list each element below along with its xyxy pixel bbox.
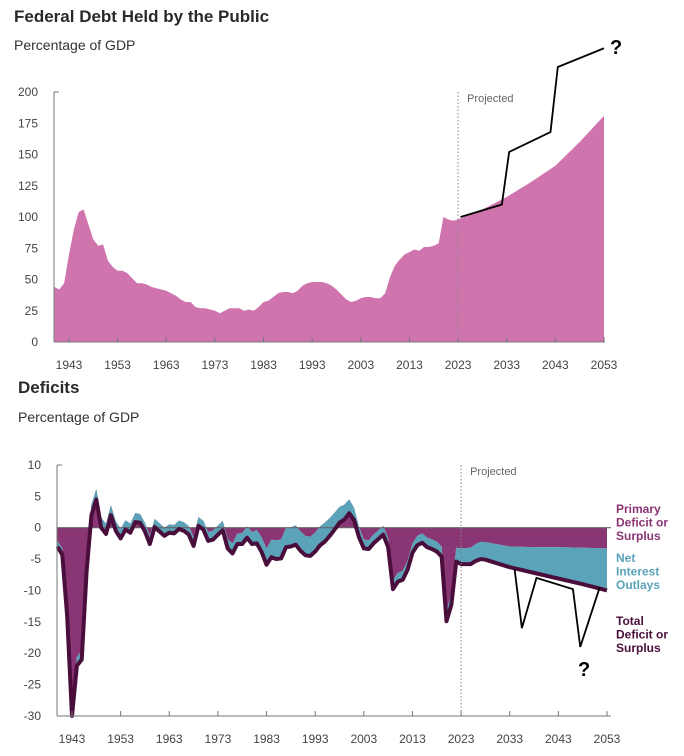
x-tick-label: 2013 <box>399 732 426 746</box>
legend-label-net-interest: Outlays <box>616 578 660 592</box>
x-tick-label: 1953 <box>107 732 134 746</box>
x-tick-label: 2023 <box>445 358 472 372</box>
annotation-line <box>513 569 601 648</box>
debt-chart: 0 25 50 75 100 125 150 175 200 1943 1953 1963 1973 19… <box>18 37 622 372</box>
debt-area <box>54 115 604 342</box>
projected-label: Projected <box>467 93 513 105</box>
chart2-title: Deficits <box>18 378 79 397</box>
y-tick-label: 5 <box>34 489 41 503</box>
x-tick-label: 1963 <box>156 732 183 746</box>
legend-label-primary: Primary <box>616 502 661 516</box>
legend-label-net-interest: Net <box>616 551 635 565</box>
x-tick-label: 1963 <box>153 358 180 372</box>
y-tick-label: 200 <box>18 85 38 99</box>
x-tick-label: 1993 <box>302 732 329 746</box>
y-tick-label: 25 <box>25 304 39 318</box>
legend-label-total: Deficit or <box>616 628 668 642</box>
y-tick-label: 100 <box>18 210 38 224</box>
projected-label: Projected <box>470 466 516 478</box>
total-deficit-line <box>55 497 608 718</box>
deficits-chart: 10 5 0 -5 -10 -15 -20 -25 -30 1943 1953 1963 1973 198… <box>24 458 669 746</box>
y-tick-label: -20 <box>24 646 42 660</box>
y-tick-label: -10 <box>24 583 42 597</box>
y-tick-label: 125 <box>18 179 38 193</box>
y-tick-label: 175 <box>18 116 38 130</box>
x-tick-label: 2053 <box>594 732 621 746</box>
x-tick-label: 2023 <box>448 732 475 746</box>
x-tick-label: 2003 <box>347 358 374 372</box>
y-tick-label: -15 <box>24 615 42 629</box>
x-tick-label: 1953 <box>104 358 131 372</box>
chart1-title: Federal Debt Held by the Public <box>14 7 269 26</box>
x-tick-label: 1983 <box>250 358 277 372</box>
legend-label-total: Surplus <box>616 641 661 655</box>
y-tick-label: 0 <box>31 335 38 349</box>
legend-label-primary: Surplus <box>616 529 661 543</box>
x-tick-label: 1943 <box>56 358 83 372</box>
x-tick-label: 2033 <box>496 732 523 746</box>
x-tick-label: 1983 <box>253 732 280 746</box>
annotation-line <box>460 47 605 218</box>
legend-label-primary: Deficit or <box>616 516 668 530</box>
legend-label-total: Total <box>616 614 644 628</box>
x-tick-label: 2013 <box>396 358 423 372</box>
x-tick-label: 2053 <box>591 358 618 372</box>
net-interest-area <box>57 489 607 716</box>
x-tick-label: 2003 <box>350 732 377 746</box>
x-tick-label: 1973 <box>205 732 232 746</box>
y-tick-label: -5 <box>30 552 41 566</box>
primary-deficit-area <box>57 489 607 709</box>
y-tick-label: 75 <box>25 241 39 255</box>
annotation-question-mark: ? <box>610 37 622 59</box>
x-tick-label: 2033 <box>493 358 520 372</box>
x-tick-label: 1973 <box>202 358 229 372</box>
legend-label-net-interest: Interest <box>616 565 659 579</box>
x-tick-label: 2043 <box>545 732 572 746</box>
y-tick-label: -30 <box>24 709 42 723</box>
y-tick-label: 150 <box>18 148 38 162</box>
x-tick-label: 1943 <box>59 732 86 746</box>
y-tick-label: 0 <box>34 521 41 535</box>
x-tick-label: 1993 <box>299 358 326 372</box>
chart2-subtitle: Percentage of GDP <box>18 409 139 425</box>
y-tick-label: 50 <box>25 273 39 287</box>
x-tick-label: 2043 <box>542 358 569 372</box>
y-tick-label: 10 <box>28 458 42 472</box>
y-tick-label: -25 <box>24 678 42 692</box>
chart1-subtitle: Percentage of GDP <box>14 37 135 53</box>
annotation-question-mark: ? <box>578 659 590 681</box>
